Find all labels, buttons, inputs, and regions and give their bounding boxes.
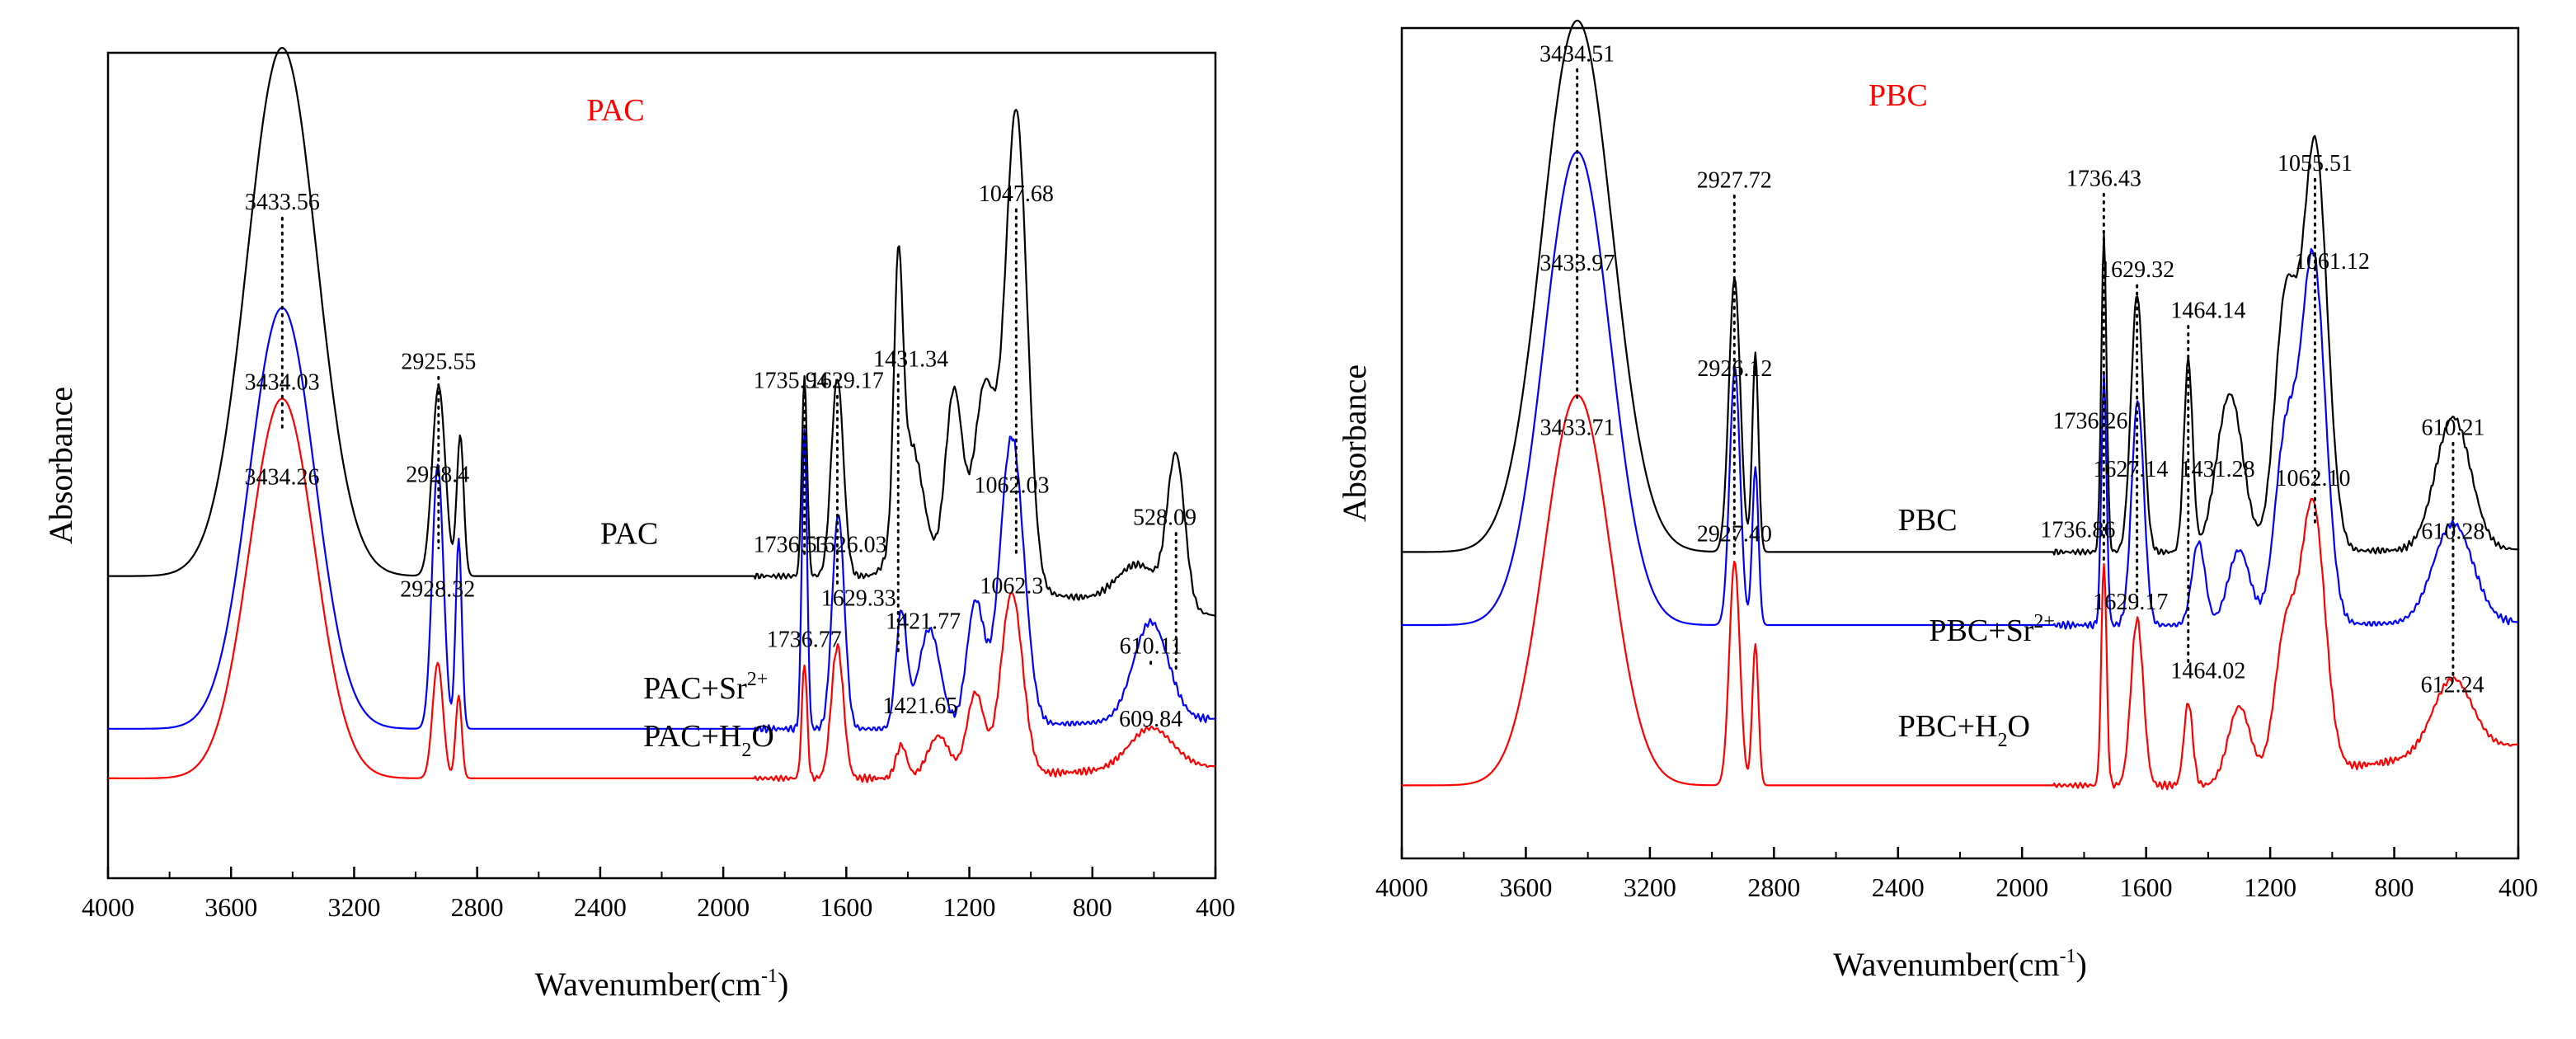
peak-label: 1431.34 — [873, 346, 948, 372]
series-line-blue — [108, 307, 1215, 734]
x-tick-label: 2400 — [574, 892, 627, 922]
series-label: PAC — [600, 517, 658, 552]
x-tick-label: 2800 — [1747, 872, 1800, 902]
peak-label: 528.09 — [1133, 505, 1196, 531]
peak-label: 1421.65 — [882, 693, 957, 719]
chart-pbc: 4000 3600 3200 2800 2400 2000 1600 1200 800 400 Wa… — [1336, 19, 2538, 983]
x-tick-label: 4000 — [1375, 872, 1428, 902]
peak-label: 1629.17 — [809, 368, 884, 393]
series-line-red — [108, 397, 1216, 783]
x-tick-label: 2000 — [1995, 872, 2048, 902]
peak-label: 1629.17 — [2093, 590, 2168, 615]
series-label: PBC+Sr2+ — [1929, 611, 2055, 648]
x-tick-label: 2400 — [1872, 872, 1925, 902]
x-axis-title: Wavenumber(cm-1) — [1833, 946, 2087, 983]
peak-label: 612.24 — [2421, 673, 2484, 698]
series-line-red — [1402, 394, 2519, 791]
series-line-blue — [1402, 151, 2519, 630]
series-line-black — [108, 47, 1216, 617]
x-tick-label: 800 — [2375, 872, 2414, 902]
x-tick-label: 1600 — [820, 892, 872, 922]
x-tick-label: 2800 — [451, 892, 504, 922]
x-tick-label: 3200 — [327, 892, 380, 922]
x-tick-label: 400 — [2498, 872, 2538, 902]
peak-label: 3433.71 — [1539, 415, 1615, 440]
peak-label: 1055.51 — [2278, 151, 2353, 176]
peak-label: 1735.94 — [754, 368, 829, 393]
x-axis-title: Wavenumber(cm-1) — [535, 966, 789, 1003]
x-tick-label: 1600 — [2120, 872, 2173, 902]
series-label: PAC+H2O — [643, 719, 774, 761]
chart-pac: 4000 3600 3200 2800 2400 2000 1600 1200 800 400 Wa… — [42, 47, 1235, 1003]
x-tick-label: 3600 — [204, 892, 257, 922]
peak-label: 3434.51 — [1539, 41, 1615, 67]
peak-label: 2927.72 — [1697, 167, 1772, 193]
peak-label: 1627.14 — [2093, 457, 2168, 482]
chart-title: PBC — [1869, 78, 1928, 113]
series-label: PBC — [1898, 503, 1958, 538]
x-tick-label: 2000 — [697, 892, 750, 922]
series-label: PAC+Sr2+ — [643, 669, 768, 706]
peak-label: 609.84 — [1119, 707, 1182, 732]
peak-label: 1736.77 — [767, 628, 842, 653]
x-tick-label: 1200 — [943, 892, 996, 922]
peak-label: 3433.56 — [245, 190, 320, 215]
y-axis-title: Absorbance — [1336, 364, 1373, 522]
x-tick-label: 3200 — [1624, 872, 1676, 902]
peak-label: 1736.53 — [754, 533, 829, 558]
peak-label: 1061.12 — [2295, 249, 2370, 275]
x-tick-label: 400 — [1196, 892, 1235, 922]
peak-label: 1736.43 — [2066, 166, 2141, 191]
y-axis-title: Absorbance — [42, 387, 79, 544]
x-tick-label: 4000 — [82, 892, 134, 922]
peak-label: 1464.02 — [2170, 658, 2245, 684]
peak-label: 1626.03 — [812, 533, 887, 558]
peak-label: 1421.77 — [886, 609, 961, 635]
peak-label: 610.11 — [1120, 634, 1182, 660]
peak-label: 1431.28 — [2180, 457, 2255, 482]
x-tick-label: 1200 — [2244, 872, 2296, 902]
peak-label: 3434.26 — [245, 465, 320, 491]
peak-label: 1629.32 — [2099, 257, 2174, 283]
x-tick-label: 3600 — [1499, 872, 1552, 902]
x-tick-label: 800 — [1073, 892, 1112, 922]
peak-label: 1047.68 — [979, 181, 1054, 207]
peak-label: 610.21 — [2421, 415, 2484, 440]
series-line-black — [1402, 19, 2518, 556]
peak-label: 2928.32 — [400, 577, 475, 603]
peak-label: 1736.26 — [2052, 408, 2127, 434]
peak-label: 1062.03 — [975, 473, 1050, 499]
peak-label: 1629.33 — [821, 586, 896, 612]
series-label: PBC+H2O — [1898, 709, 2030, 751]
chart-title: PAC — [586, 93, 644, 128]
peak-label: 1062.3 — [980, 574, 1043, 599]
peak-label: 1062.10 — [2275, 466, 2350, 491]
peak-label: 2927.40 — [1697, 521, 1772, 547]
peak-label: 1464.14 — [2170, 298, 2245, 323]
peak-label: 2925.55 — [401, 349, 476, 374]
